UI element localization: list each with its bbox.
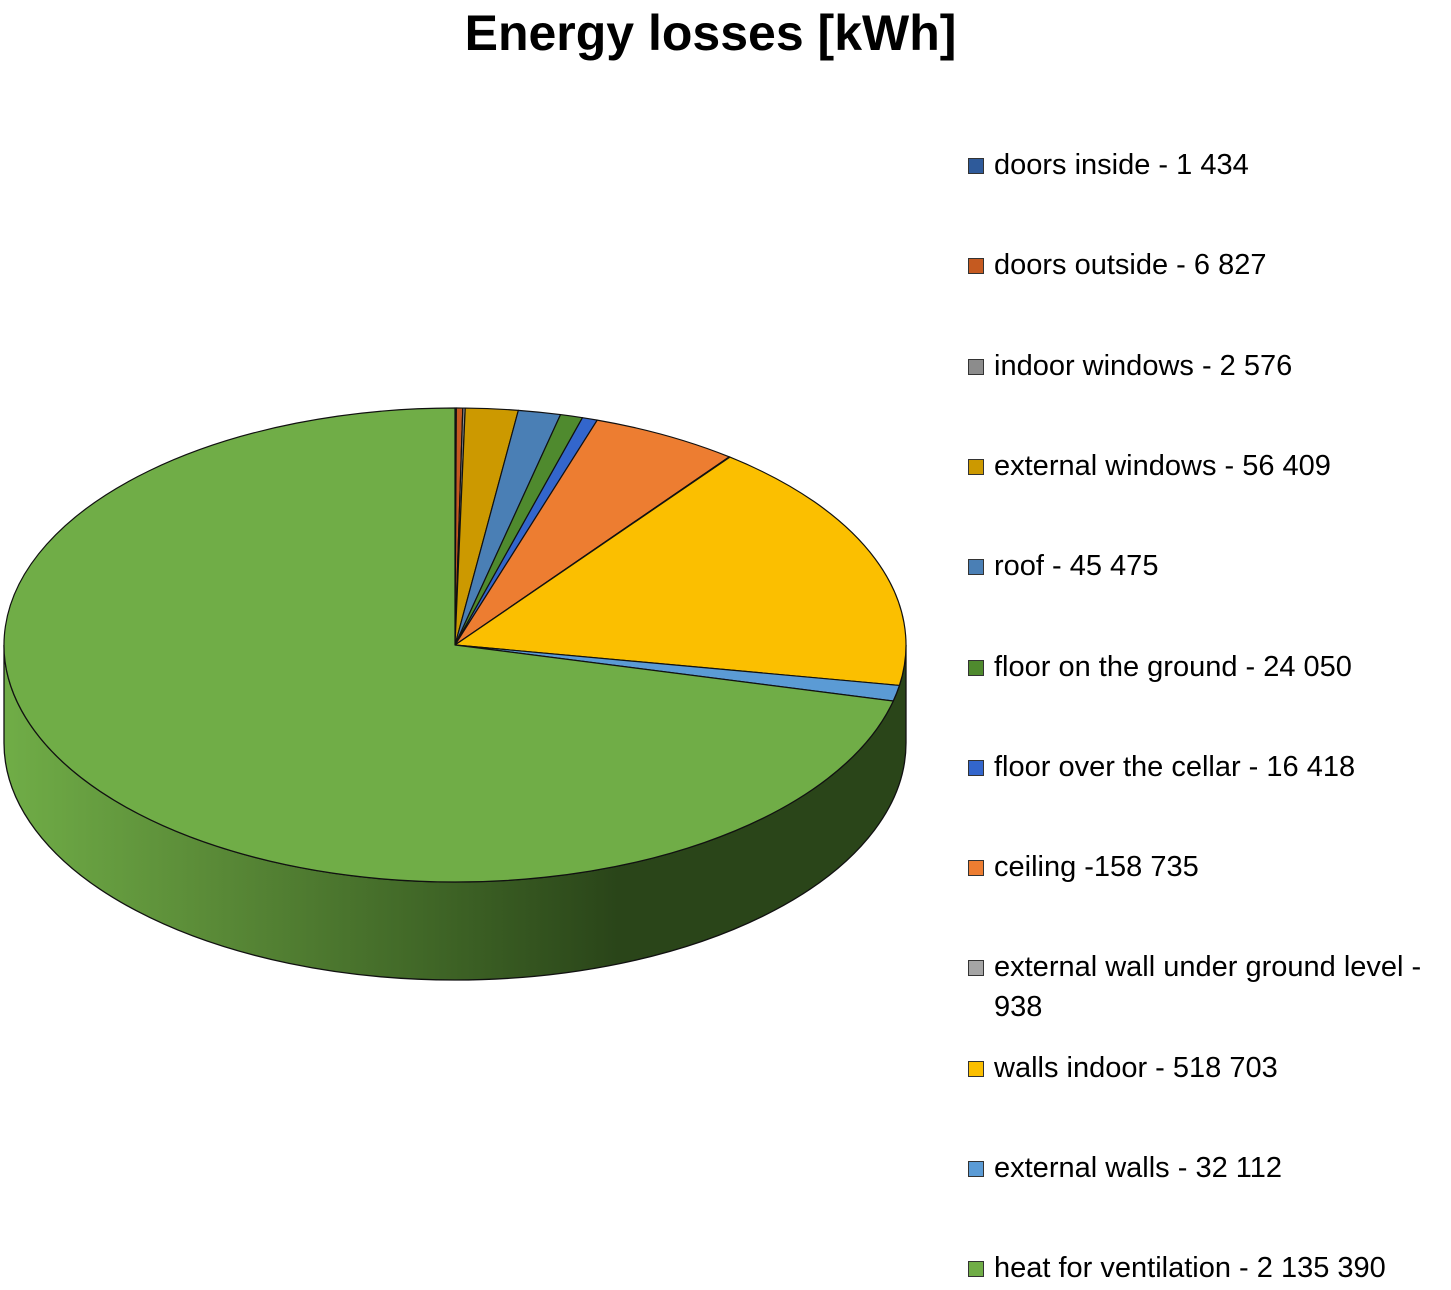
legend-swatch [968,759,984,776]
legend-item: external windows - 56 409 [968,446,1449,486]
legend-label: floor on the ground - 24 050 [994,650,1352,683]
legend-swatch [968,158,984,174]
legend-swatch [968,960,984,977]
legend-label: indoor windows - 2 576 [994,349,1293,382]
legend-item: indoor windows - 2 576 [968,346,1449,386]
legend-label: heat for ventilation - 2 135 390 [994,1252,1386,1285]
legend-swatch [968,1060,984,1077]
legend-label: walls indoor - 518 703 [994,1051,1278,1084]
legend-swatch [968,860,984,877]
pie-slice-9 [454,456,907,687]
legend-item: external wall under ground level - 938 [968,947,1449,1027]
legend-swatch [968,458,984,475]
legend-swatch [968,559,984,576]
legend-label: doors inside - 1 434 [994,149,1249,181]
legend-label: floor over the cellar - 16 418 [994,750,1356,783]
legend-swatch [968,659,984,676]
legend-item: floor over the cellar - 16 418 [968,747,1449,787]
legend-label: external walls - 32 112 [994,1152,1283,1184]
legend-item: external walls - 32 112 [968,1148,1449,1188]
legend-item: heat for ventilation - 2 135 390 [968,1248,1449,1288]
legend-label: ceiling -158 735 [994,851,1199,884]
pie-slices [3,407,907,883]
legend-item: roof - 45 475 [968,546,1449,586]
legend-label: doors outside - 6 827 [994,249,1267,282]
legend-label: external wall under ground level - 938 [994,951,1422,1024]
pie-slice-11 [3,407,894,883]
legend-swatch [968,358,984,375]
legend-item: doors inside - 1 434 [968,145,1449,185]
legend-item: ceiling -158 735 [968,847,1449,887]
legend-item: walls indoor - 518 703 [968,1048,1449,1088]
legend-swatch [968,1161,984,1177]
chart-title: Energy losses [kWh] [464,5,957,61]
legend-label: roof - 45 475 [994,550,1159,583]
legend-swatch [968,1261,984,1278]
legend-item: floor on the ground - 24 050 [968,647,1449,687]
legend-item: doors outside - 6 827 [968,245,1449,285]
legend-swatch [968,258,984,275]
pie-slice-7 [454,419,730,646]
legend-label: external windows - 56 409 [994,449,1331,482]
